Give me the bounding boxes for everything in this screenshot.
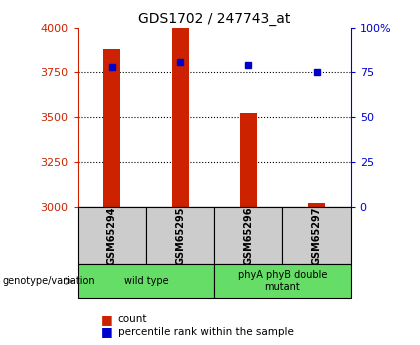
Text: wild type: wild type bbox=[123, 276, 168, 286]
Text: GSM65294: GSM65294 bbox=[107, 206, 117, 265]
Text: GSM65296: GSM65296 bbox=[243, 206, 253, 265]
Bar bbox=[171, 27, 189, 207]
Bar bbox=[240, 113, 257, 207]
Bar bbox=[78, 264, 214, 298]
Bar bbox=[103, 49, 121, 207]
Text: count: count bbox=[118, 314, 147, 324]
Text: phyA phyB double
mutant: phyA phyB double mutant bbox=[238, 270, 327, 292]
Bar bbox=[214, 264, 351, 298]
Text: ■: ■ bbox=[101, 325, 113, 338]
Text: GSM65295: GSM65295 bbox=[175, 206, 185, 265]
Text: GDS1702 / 247743_at: GDS1702 / 247743_at bbox=[138, 12, 290, 26]
Bar bbox=[146, 207, 214, 264]
Bar bbox=[308, 203, 325, 207]
Bar bbox=[282, 207, 351, 264]
Bar bbox=[214, 207, 282, 264]
Bar bbox=[78, 207, 146, 264]
Text: ■: ■ bbox=[101, 313, 113, 326]
Text: percentile rank within the sample: percentile rank within the sample bbox=[118, 327, 294, 337]
Text: genotype/variation: genotype/variation bbox=[2, 276, 95, 286]
Text: GSM65297: GSM65297 bbox=[312, 206, 322, 265]
